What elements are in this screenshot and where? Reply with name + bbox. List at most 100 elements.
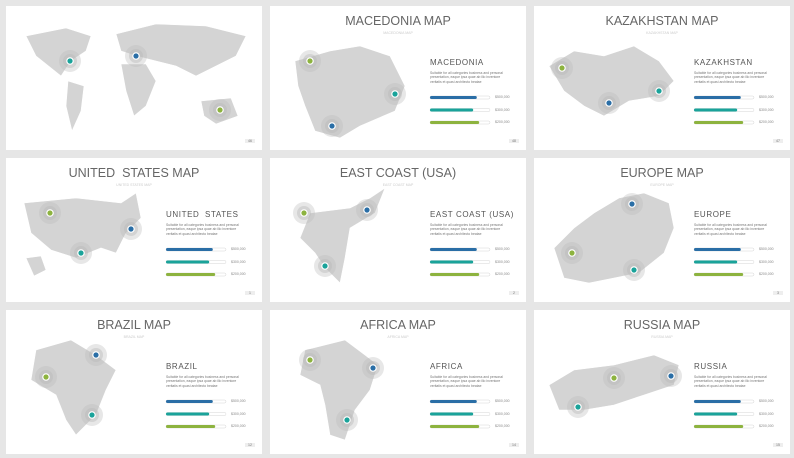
bar-fill [430, 400, 477, 403]
page-number: 15 [773, 443, 783, 447]
description: Suitable for all categories business and… [694, 375, 767, 388]
map-shape [25, 255, 47, 277]
bar-fill [694, 108, 738, 112]
bar-fill [166, 400, 213, 403]
bar-fill [694, 260, 738, 264]
slide: MACEDONIA MAP MACEDONIA MAP MACEDONIA Suita… [270, 6, 526, 150]
slide-subtitle: AFRICA MAP [387, 335, 409, 339]
slide-graphics [25, 23, 247, 132]
slide: UNITED STATES MAP UNITED STATES MAP UNITED… [6, 158, 262, 302]
pin [630, 266, 638, 274]
amount-label: $300,000 [495, 411, 510, 416]
bar-fill [430, 412, 474, 416]
map-shape [30, 339, 117, 436]
pin [127, 225, 135, 233]
amount-label: $300,000 [759, 107, 774, 112]
pin [391, 90, 399, 98]
amount-label: $300,000 [759, 259, 774, 264]
slide: AFRICA MAP AFRICA MAP AFRICA Suitable for a… [270, 310, 526, 454]
slide: RUSSIA MAP RUSSIA MAP RUSSIA Suitable for a… [534, 310, 790, 454]
page-number: 2 [509, 291, 519, 295]
slide-title: RUSSIA MAP [623, 318, 701, 332]
description: Suitable for all categories business and… [430, 71, 503, 84]
slide-title: BRAZIL MAP [97, 318, 171, 332]
slide-title: KAZAKHSTAN MAP [605, 14, 719, 28]
slide-graphics [294, 45, 491, 139]
map-shape [120, 63, 157, 117]
slide: KAZAKHSTAN MAP KAZAKHSTAN MAP KAZAKHSTAN Su… [534, 6, 790, 150]
pin [321, 262, 329, 270]
page-number: 47 [773, 139, 783, 143]
amount-label: $200,000 [759, 120, 774, 124]
slide-subtitle: UNITED STATES MAP [116, 183, 152, 187]
section-heading: RUSSIA [694, 362, 728, 371]
pin [88, 411, 96, 419]
bar-fill [430, 425, 480, 428]
amount-label: $300,000 [231, 411, 246, 416]
page-number: 3 [773, 291, 783, 295]
section-heading: EAST COAST (USA) [430, 210, 514, 219]
pin [568, 249, 576, 257]
map-shape [548, 354, 680, 411]
slide-graphics [299, 339, 491, 441]
map-shape [548, 45, 675, 117]
map-shape [299, 339, 379, 441]
pin [363, 206, 371, 214]
amount-label: $300,000 [759, 411, 774, 416]
map-shape [23, 192, 142, 259]
section-heading: UNITED STATES [166, 210, 239, 219]
description: Suitable for all categories business and… [694, 223, 767, 236]
page-number: 14 [509, 443, 519, 447]
bar-fill [166, 412, 210, 416]
description: Suitable for all categories business and… [166, 223, 239, 236]
pin [92, 351, 100, 359]
pin [574, 403, 582, 411]
pin [132, 52, 140, 60]
bar-fill [166, 273, 216, 276]
section-heading: KAZAKHSTAN [694, 58, 753, 67]
pin [369, 364, 377, 372]
slide-title: AFRICA MAP [360, 318, 436, 332]
map-shape [294, 45, 406, 139]
slide-subtitle: KAZAKHSTAN MAP [646, 31, 678, 35]
pin [558, 64, 566, 72]
pin [655, 87, 663, 95]
bar-fill [694, 412, 738, 416]
pin [328, 122, 336, 130]
amount-label: $300,000 [231, 259, 246, 264]
section-heading: AFRICA [430, 362, 463, 371]
section-heading: MACEDONIA [430, 58, 484, 67]
slide-subtitle: MACEDONIA MAP [383, 31, 413, 35]
pin [306, 356, 314, 364]
slide: 46 [6, 6, 262, 150]
pin [610, 374, 618, 382]
amount-label: $200,000 [495, 424, 510, 428]
map-shape [553, 192, 675, 284]
bar-fill [430, 260, 474, 264]
pin [42, 373, 50, 381]
pin [46, 209, 54, 217]
slide: BRAZIL MAP BRAZIL MAP BRAZIL Suitable for a… [6, 310, 262, 454]
amount-label: $200,000 [495, 272, 510, 276]
slide-graphics [548, 354, 755, 429]
amount-label: $500,000 [231, 399, 246, 403]
slide-graphics [23, 192, 227, 277]
pin [343, 416, 351, 424]
amount-label: $500,000 [759, 247, 774, 251]
pin [77, 249, 85, 257]
slide: EUROPE MAP EUROPE MAP EUROPE Suitable for a… [534, 158, 790, 302]
amount-label: $500,000 [759, 399, 774, 403]
slide-title: MACEDONIA MAP [345, 14, 451, 28]
slide-subtitle: EUROPE MAP [650, 183, 674, 187]
bar-fill [694, 425, 744, 428]
page-number: 46 [245, 139, 255, 143]
bar-fill [694, 248, 741, 251]
pin [667, 372, 675, 380]
amount-label: $200,000 [231, 424, 246, 428]
description: Suitable for all categories business and… [166, 375, 239, 388]
slide-graphics [293, 187, 491, 284]
section-heading: BRAZIL [166, 362, 198, 371]
amount-label: $300,000 [495, 107, 510, 112]
pin [628, 200, 636, 208]
